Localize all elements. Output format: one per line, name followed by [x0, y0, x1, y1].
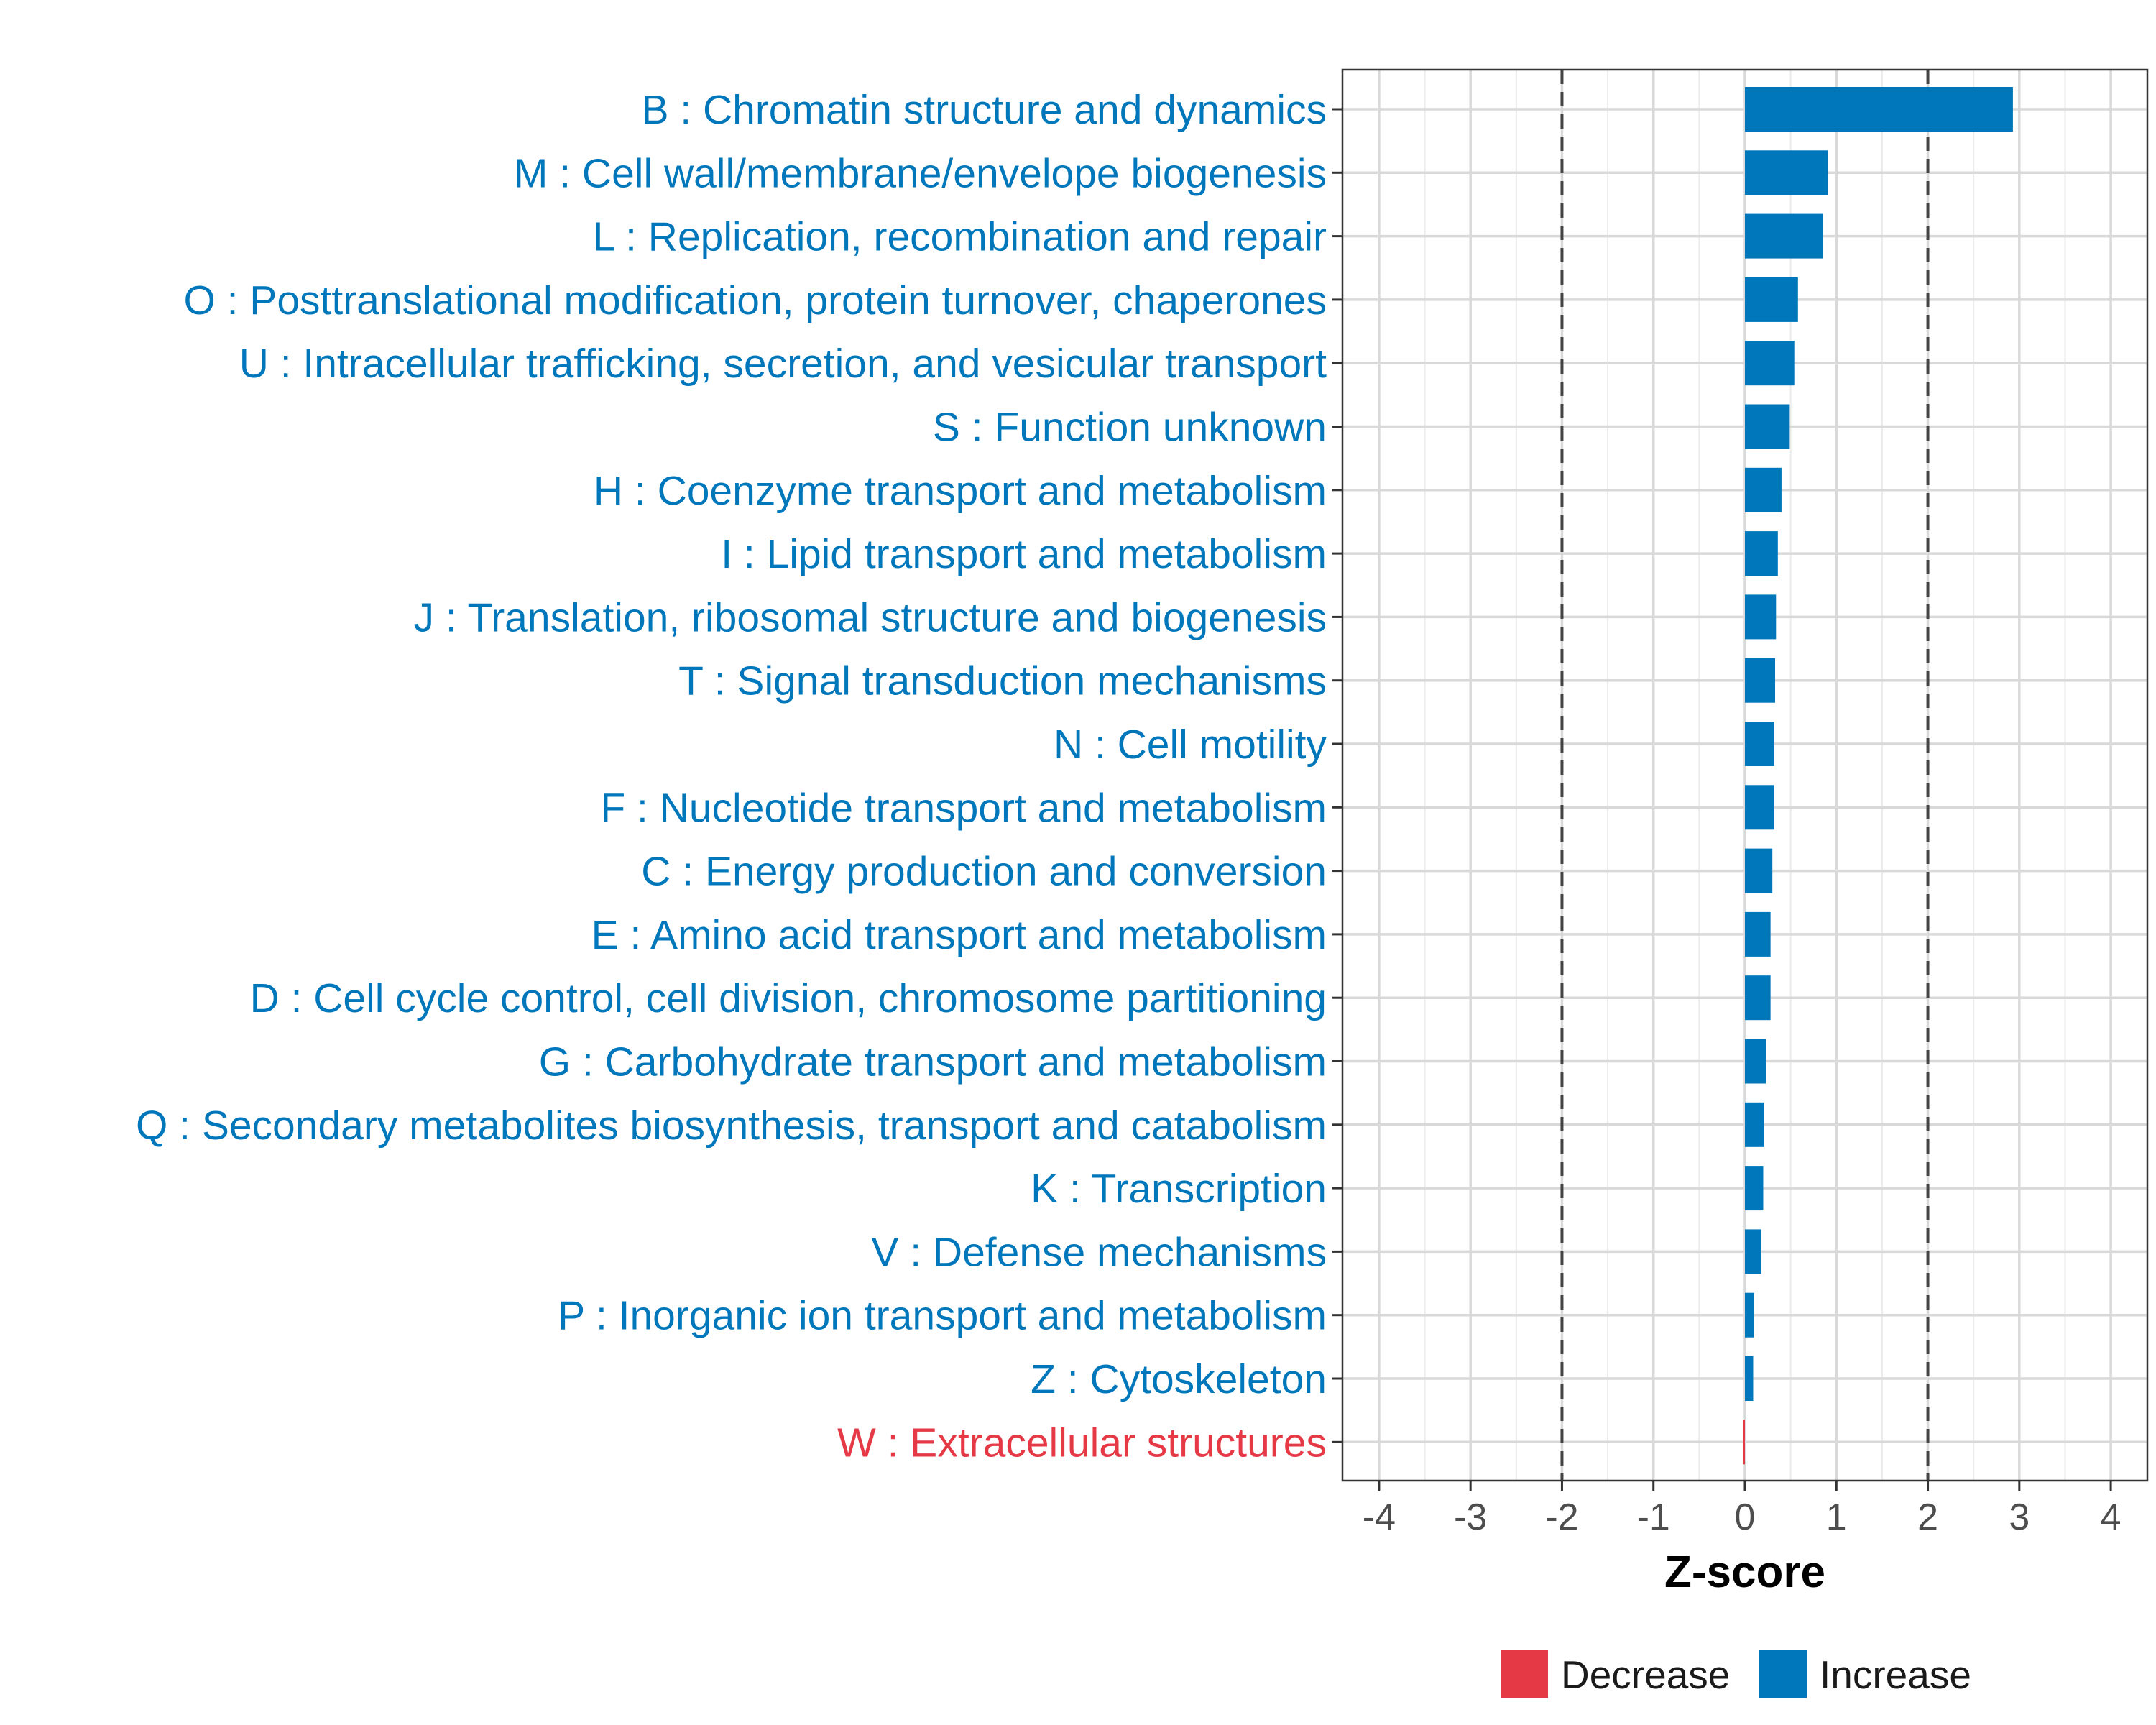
- x-tick-label: -2: [1545, 1496, 1578, 1538]
- x-tick-label: -3: [1454, 1496, 1487, 1538]
- bar: [1745, 213, 1823, 259]
- bar: [1745, 277, 1798, 322]
- category-label: M : Cell wall/membrane/envelope biogenes…: [514, 150, 1327, 196]
- legend: Decrease Increase: [1501, 1650, 1971, 1698]
- category-label: T : Signal transduction mechanisms: [678, 658, 1327, 704]
- x-axis-title: Z-score: [1664, 1547, 1825, 1597]
- reference-lines: [1560, 70, 1930, 1481]
- category-label: G : Carbohydrate transport and metabolis…: [539, 1039, 1327, 1085]
- category-axis: B : Chromatin structure and dynamics M : …: [136, 87, 1342, 1466]
- category-label: B : Chromatin structure and dynamics: [641, 87, 1327, 133]
- x-tick-label: -4: [1363, 1496, 1396, 1538]
- category-label: S : Function unknown: [933, 405, 1327, 451]
- bar: [1745, 975, 1771, 1021]
- bar: [1745, 531, 1778, 576]
- legend-label-increase: Increase: [1820, 1652, 1971, 1697]
- bar: [1745, 150, 1828, 196]
- bar: [1745, 1039, 1766, 1084]
- x-tick-label: 2: [1917, 1496, 1938, 1538]
- category-label: Q : Secondary metabolites biosynthesis, …: [136, 1103, 1327, 1149]
- category-label: J : Translation, ribosomal structure and…: [414, 594, 1327, 640]
- bar: [1745, 1356, 1754, 1401]
- category-label: W : Extracellular structures: [837, 1420, 1327, 1466]
- bar: [1745, 785, 1774, 830]
- bar: [1745, 341, 1795, 386]
- bar: [1745, 467, 1782, 512]
- legend-swatch-decrease: [1501, 1650, 1548, 1698]
- category-label: H : Coenzyme transport and metabolism: [594, 468, 1327, 514]
- x-tick-label: 0: [1735, 1496, 1756, 1538]
- x-tick-label: -1: [1637, 1496, 1670, 1538]
- bar: [1745, 404, 1790, 449]
- category-label: I : Lipid transport and metabolism: [721, 531, 1327, 577]
- x-tick-label: 4: [2101, 1496, 2122, 1538]
- category-label: F : Nucleotide transport and metabolism: [600, 785, 1327, 831]
- category-label: Z : Cytoskeleton: [1031, 1356, 1327, 1402]
- category-label: V : Defense mechanisms: [871, 1229, 1327, 1275]
- category-label: N : Cell motility: [1054, 722, 1327, 768]
- category-label: K : Transcription: [1031, 1166, 1327, 1212]
- category-label: D : Cell cycle control, cell division, c…: [250, 975, 1327, 1021]
- category-label: C : Energy production and conversion: [641, 849, 1327, 895]
- bar: [1745, 1229, 1761, 1274]
- category-label: E : Amino acid transport and metabolism: [591, 912, 1327, 958]
- bar: [1745, 658, 1775, 703]
- bar: [1743, 1420, 1745, 1465]
- category-label: U : Intracellular trafficking, secretion…: [239, 341, 1327, 387]
- legend-swatch-increase: [1759, 1650, 1807, 1698]
- bar: [1745, 1292, 1754, 1338]
- x-axis: -4 -3 -2 -1 0 1 2 3 4: [1363, 1481, 2122, 1538]
- legend-label-decrease: Decrease: [1561, 1652, 1730, 1697]
- bar-series: [1743, 87, 2013, 1465]
- x-tick-label: 1: [1826, 1496, 1847, 1538]
- category-label: L : Replication, recombination and repai…: [593, 214, 1327, 260]
- bar: [1745, 722, 1774, 766]
- x-tick-label: 3: [2009, 1496, 2030, 1538]
- category-label: P : Inorganic ion transport and metaboli…: [558, 1293, 1327, 1339]
- category-label: O : Posttranslational modification, prot…: [183, 277, 1327, 323]
- bar: [1745, 87, 2013, 132]
- bar: [1745, 1102, 1764, 1147]
- bar: [1745, 911, 1771, 957]
- bar: [1745, 848, 1773, 893]
- bar: [1745, 594, 1777, 640]
- bar: [1745, 1166, 1764, 1211]
